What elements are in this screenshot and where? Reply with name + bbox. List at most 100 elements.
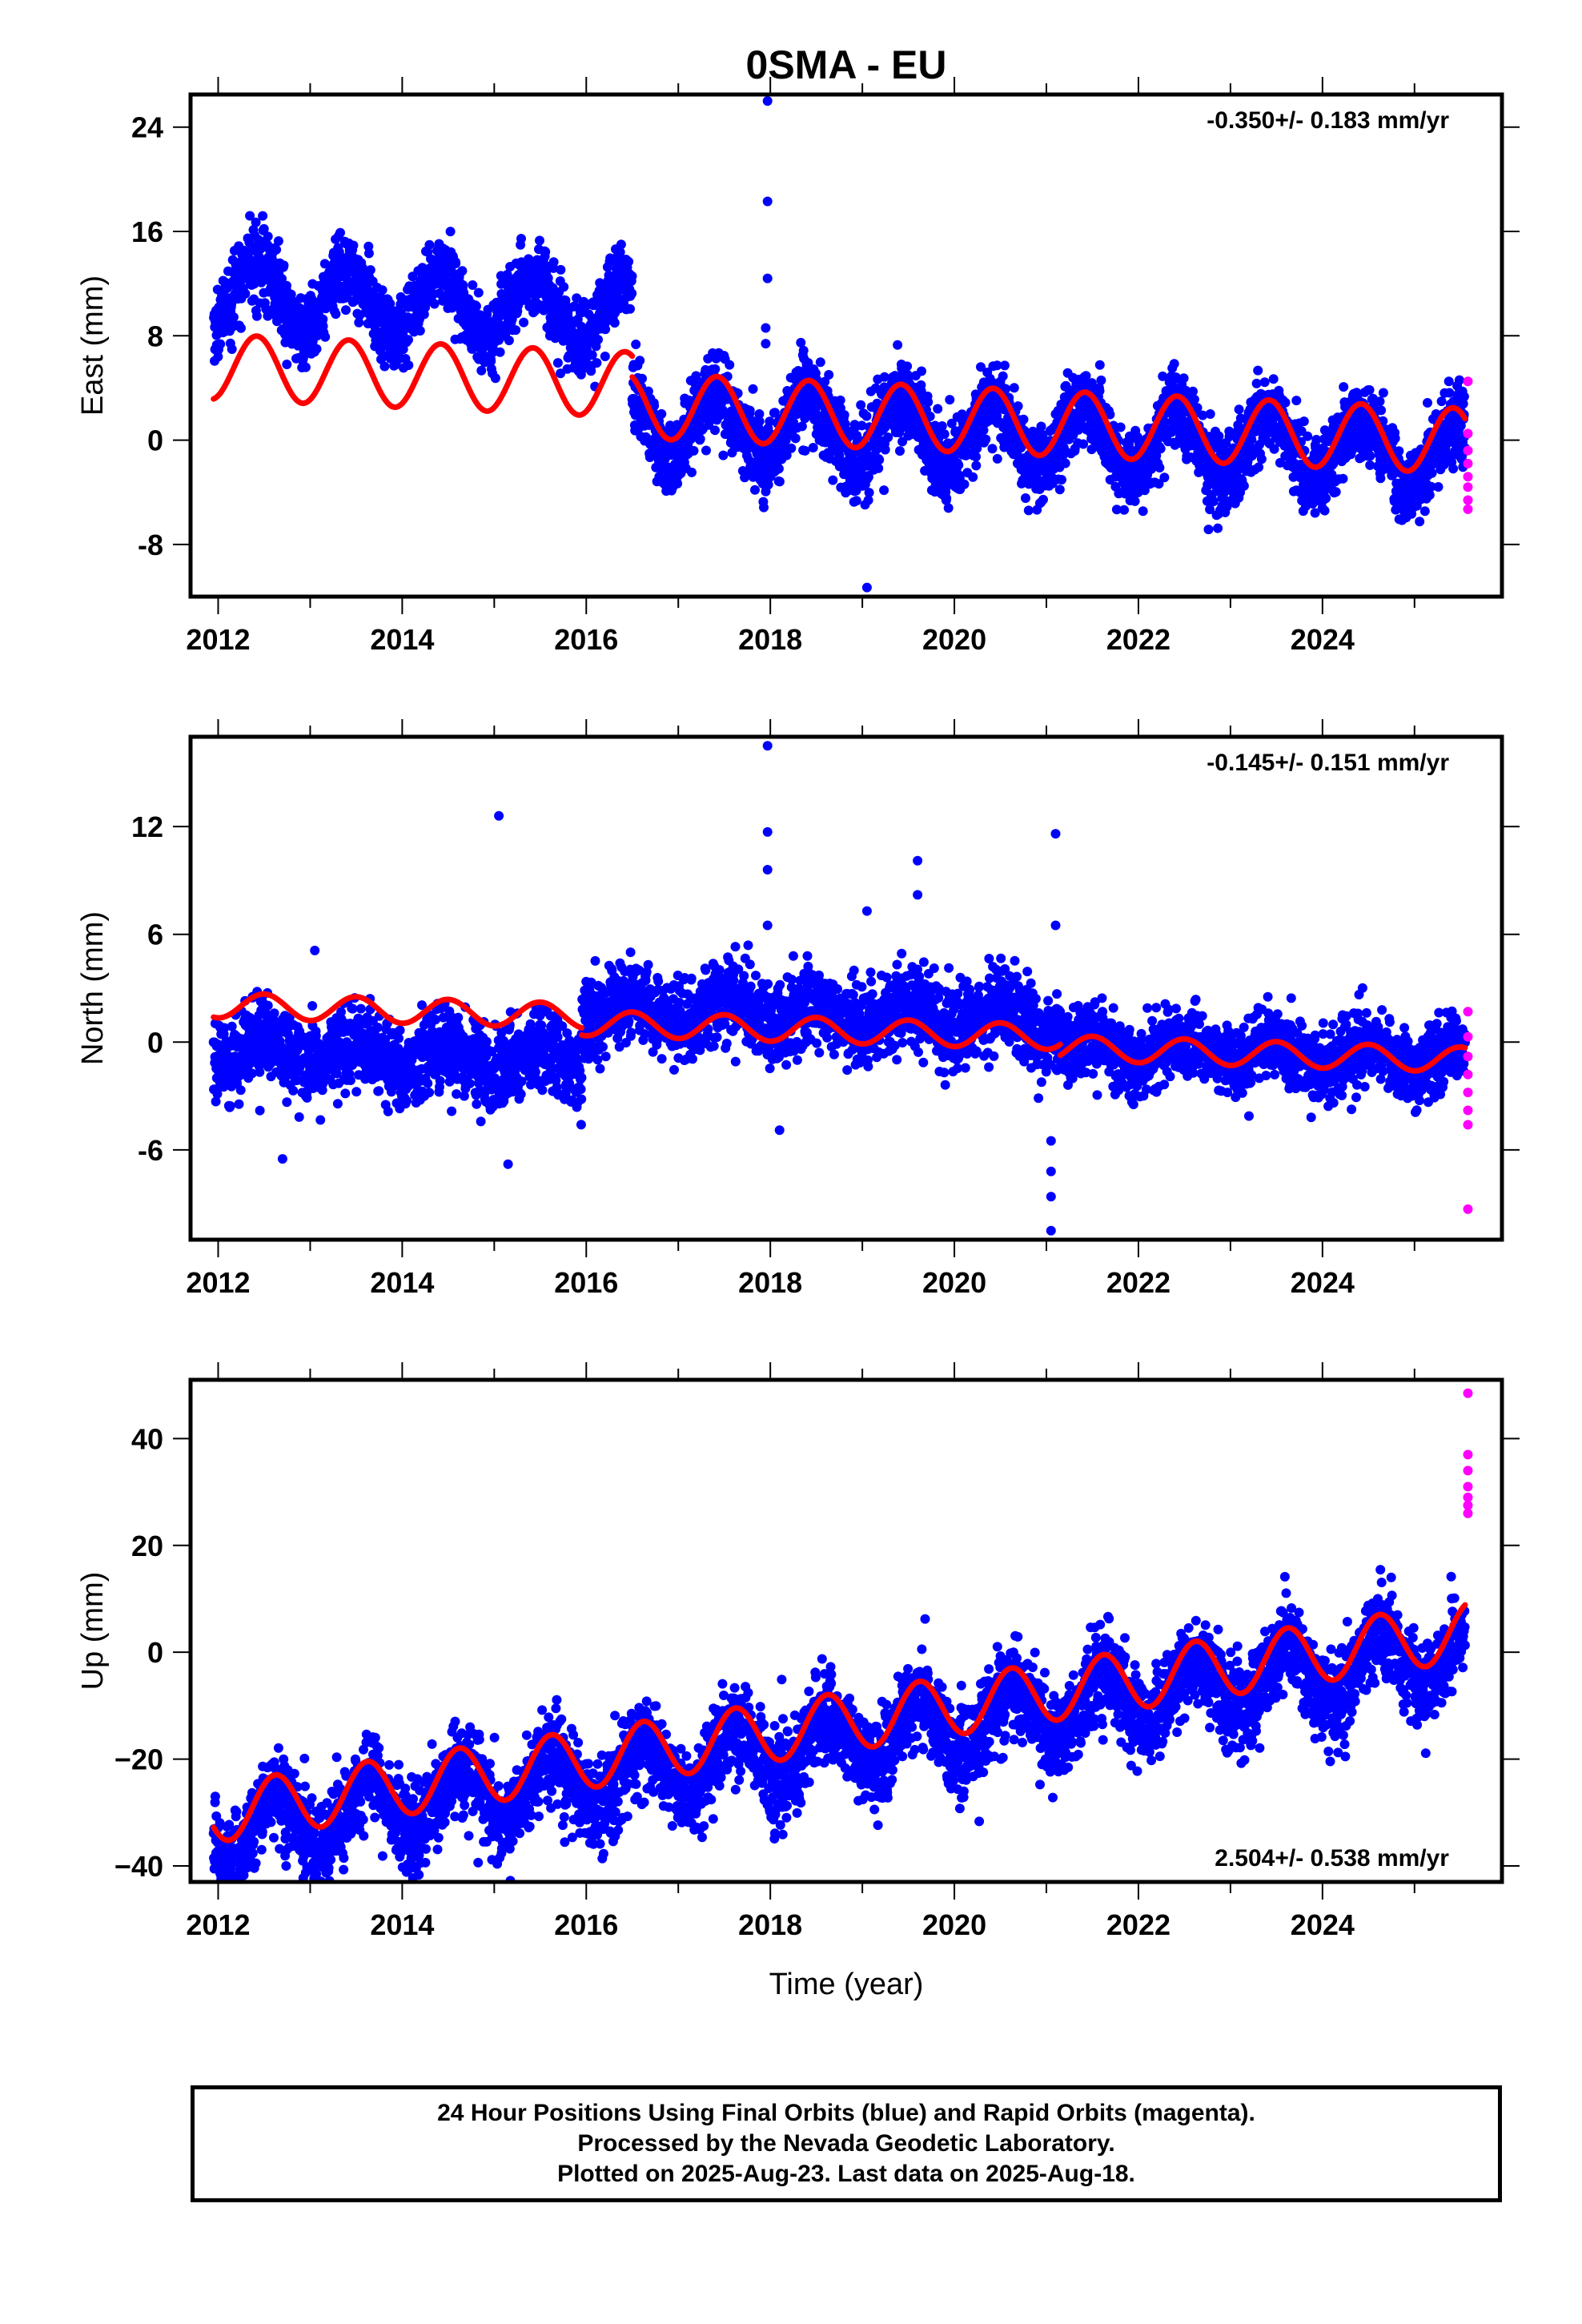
north-data-point xyxy=(255,1067,265,1077)
east-data-point xyxy=(1448,464,1459,474)
east-data-point xyxy=(263,311,273,321)
east-data-point xyxy=(458,280,468,290)
east-data-point xyxy=(808,443,818,452)
east-data-point xyxy=(1154,479,1164,489)
east-data-point xyxy=(1310,508,1320,518)
north-data-point xyxy=(288,1085,299,1096)
north-data-point xyxy=(227,1021,237,1031)
east-x-tick-label: 2020 xyxy=(922,623,986,656)
north-data-point xyxy=(255,1105,265,1116)
east-data-point xyxy=(1375,473,1386,484)
east-data-point xyxy=(1256,454,1267,464)
east-data-point xyxy=(1158,371,1168,381)
east-data-point xyxy=(902,361,913,372)
east-data-point xyxy=(933,404,943,414)
east-data-point xyxy=(1390,433,1400,444)
east-rapid-point xyxy=(1463,445,1473,456)
east-x-tick-label: 2024 xyxy=(1291,623,1355,656)
east-data-point xyxy=(786,443,797,453)
east-data-point xyxy=(701,445,711,456)
east-data-point xyxy=(1192,403,1203,413)
east-data-point xyxy=(1234,404,1244,415)
east-data-point xyxy=(992,360,1002,371)
east-data-point xyxy=(695,434,705,444)
east-plot-frame xyxy=(188,92,1504,599)
east-velocity-annotation: -0.350+/- 0.183 mm/yr xyxy=(1207,107,1449,134)
east-data-point xyxy=(445,227,456,237)
east-data-point xyxy=(1375,396,1385,407)
east-data-point xyxy=(279,260,289,271)
east-data-point xyxy=(592,358,602,368)
east-data-point xyxy=(978,425,989,436)
east-data-point xyxy=(251,217,261,227)
east-data-point xyxy=(490,373,500,384)
east-data-point xyxy=(1159,472,1170,483)
east-data-point xyxy=(1338,473,1348,484)
east-data-point xyxy=(631,340,641,349)
east-data-point xyxy=(1205,505,1215,515)
east-data-point xyxy=(797,421,807,432)
east-data-point xyxy=(718,450,729,460)
east-panel: 2012 2014 2016 2018 2020 2022 2024-8081624East… xyxy=(76,77,1520,656)
east-data-point xyxy=(992,453,1002,464)
east-data-point xyxy=(451,259,461,268)
east-data-point xyxy=(798,345,809,356)
east-data-point xyxy=(1427,468,1437,478)
east-data-point xyxy=(627,288,637,299)
east-data-point xyxy=(1299,416,1309,427)
east-data-point xyxy=(556,368,566,379)
east-data-point xyxy=(643,386,653,396)
east-outlier-point xyxy=(762,273,773,283)
east-y-tick-label: 8 xyxy=(147,320,163,352)
east-data-point xyxy=(925,411,935,421)
east-data-point xyxy=(1214,431,1224,441)
east-data-point xyxy=(1251,378,1262,388)
east-data-point xyxy=(840,419,850,429)
east-data-point xyxy=(365,265,375,275)
east-data-point xyxy=(363,248,374,259)
east-data-point xyxy=(1178,373,1189,384)
east-data-point xyxy=(1365,451,1375,461)
east-data-point xyxy=(893,340,903,350)
east-data-point xyxy=(354,317,364,328)
east-data-point xyxy=(258,211,268,221)
east-data-point xyxy=(1444,388,1455,398)
east-data-point xyxy=(379,361,390,372)
north-data-point xyxy=(219,1023,230,1033)
east-data-point xyxy=(1424,490,1435,501)
east-data-point xyxy=(543,273,553,283)
east-data-point xyxy=(625,304,635,314)
east-rapid-point xyxy=(1463,472,1473,482)
east-data-point xyxy=(981,434,991,444)
east-y-axis-label: East (mm) xyxy=(76,275,110,416)
east-data-point xyxy=(1078,439,1089,449)
east-data-point xyxy=(968,472,978,482)
east-data-point xyxy=(1459,392,1469,402)
east-data-point xyxy=(690,379,701,389)
north-data-point xyxy=(263,1000,273,1011)
east-data-point xyxy=(293,340,303,351)
east-data-point xyxy=(331,309,341,320)
east-data-point xyxy=(1057,475,1066,485)
east-data-point xyxy=(1094,386,1105,396)
east-data-point xyxy=(1419,506,1430,517)
east-data-point xyxy=(1311,442,1321,452)
east-data-point xyxy=(1160,417,1170,428)
east-data-point xyxy=(609,318,620,328)
east-data-point xyxy=(215,339,226,349)
east-data-point xyxy=(1415,517,1425,527)
east-data-point xyxy=(971,460,982,471)
east-data-point xyxy=(1054,485,1065,495)
east-data-point xyxy=(548,257,559,267)
east-data-point xyxy=(1268,374,1279,384)
east-data-point xyxy=(998,371,1008,381)
east-data-point xyxy=(476,365,487,376)
east-data-point xyxy=(486,356,496,366)
east-data-point xyxy=(624,256,634,267)
east-data-point xyxy=(1321,493,1331,504)
east-data-point xyxy=(691,371,701,381)
east-data-point xyxy=(245,211,255,221)
east-data-point xyxy=(1255,424,1265,435)
east-outlier-point xyxy=(762,96,773,107)
east-data-point xyxy=(765,416,775,427)
